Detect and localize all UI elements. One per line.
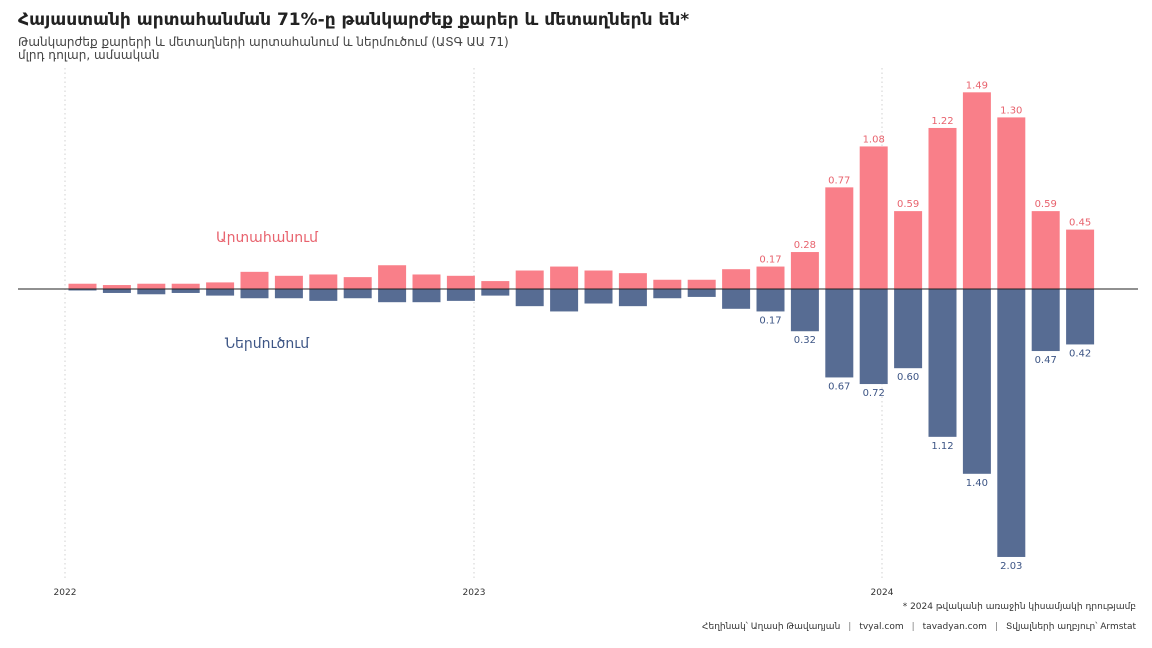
- export-bar: [446, 275, 475, 289]
- export-bar: [481, 281, 510, 289]
- import-bar: [206, 289, 235, 296]
- import-bar: [894, 289, 923, 369]
- export-data-label: 0.45: [1069, 218, 1091, 229]
- export-bar: [790, 252, 819, 289]
- export-bar: [343, 277, 372, 289]
- import-data-label: 0.42: [1069, 348, 1091, 359]
- export-bar: [722, 269, 751, 289]
- import-bar: [412, 289, 441, 303]
- import-bar: [171, 289, 200, 293]
- import-data-label: 0.60: [897, 372, 919, 383]
- export-bar: [137, 283, 166, 289]
- export-bar: [171, 283, 200, 289]
- footnote: * 2024 թվականի առաջին կիսամյակի դրությամ…: [902, 602, 1136, 612]
- import-bar: [653, 289, 682, 299]
- import-data-label: 0.47: [1035, 355, 1057, 366]
- export-data-label: 0.17: [759, 255, 781, 266]
- export-bar: [309, 274, 338, 289]
- import-bar: [309, 289, 338, 301]
- import-data-label: 1.40: [966, 478, 988, 489]
- site-link-tvyal[interactable]: tvyal.com: [859, 622, 904, 632]
- chart-subtitle: Թանկարժեք քարերի և մետաղների արտահանում …: [18, 35, 509, 49]
- import-bar: [928, 289, 957, 437]
- export-bar: [756, 266, 785, 289]
- export-data-label: 0.28: [794, 240, 816, 251]
- export-bar: [653, 279, 682, 289]
- export-bar: [859, 146, 888, 289]
- import-bar: [687, 289, 716, 297]
- export-bar: [515, 270, 544, 289]
- export-data-label: 1.22: [931, 116, 953, 127]
- import-bar: [481, 289, 510, 296]
- export-data-label: 0.59: [1035, 199, 1057, 210]
- author-credit: Հեղինակ՝ Աղասի Թավադյան: [702, 622, 841, 632]
- export-data-label: 1.08: [863, 134, 885, 145]
- import-bar: [618, 289, 647, 307]
- import-data-label: 2.03: [1000, 561, 1022, 572]
- import-bar: [756, 289, 785, 312]
- export-bar: [928, 127, 957, 290]
- export-bar: [102, 285, 131, 289]
- caption: Հեղինակ՝ Աղասի Թավադյան | tvyal.com | tavady…: [702, 622, 1136, 632]
- export-series-label: Արտահանում: [216, 230, 319, 246]
- import-series-label: Ներմուծում: [225, 336, 310, 352]
- import-bar: [1066, 289, 1095, 345]
- export-bar: [206, 282, 235, 289]
- export-bar: [274, 275, 303, 289]
- export-data-label: 0.59: [897, 199, 919, 210]
- x-tick-label: 2023: [463, 588, 486, 598]
- import-bar: [137, 289, 166, 295]
- import-bar: [997, 289, 1026, 557]
- export-data-label: 1.30: [1000, 105, 1022, 116]
- source-credit: Տվյալների աղբյուր՝ Armstat: [1005, 622, 1136, 632]
- export-bar: [584, 270, 613, 289]
- import-bar: [240, 289, 269, 299]
- export-bar: [825, 187, 854, 289]
- export-bar: [687, 279, 716, 289]
- import-data-label: 0.17: [759, 315, 781, 326]
- import-bar: [446, 289, 475, 301]
- site-link-tavadyan[interactable]: tavadyan.com: [922, 622, 987, 632]
- export-bar: [1066, 229, 1095, 289]
- x-tick-label: 2024: [871, 588, 894, 598]
- export-bar: [550, 266, 579, 289]
- import-bar: [1031, 289, 1060, 352]
- export-bar: [894, 211, 923, 289]
- export-bar: [618, 273, 647, 289]
- import-bar: [68, 289, 97, 291]
- separator: |: [848, 622, 852, 632]
- import-bar: [102, 289, 131, 293]
- import-bar: [859, 289, 888, 385]
- export-bar: [1031, 211, 1060, 289]
- import-bar: [962, 289, 991, 474]
- import-bar: [550, 289, 579, 312]
- import-bar: [825, 289, 854, 378]
- separator: |: [994, 622, 998, 632]
- import-data-label: 0.72: [863, 388, 885, 399]
- import-data-label: 1.12: [931, 441, 953, 452]
- export-bar: [240, 271, 269, 289]
- import-bar: [790, 289, 819, 332]
- import-data-label: 0.32: [794, 335, 816, 346]
- import-bar: [343, 289, 372, 299]
- import-bar: [584, 289, 613, 304]
- separator: |: [911, 622, 915, 632]
- import-bar: [722, 289, 751, 309]
- x-tick-label: 2022: [54, 588, 77, 598]
- export-bar: [378, 265, 407, 289]
- chart-title: Հայաստանի արտահանման 71%-ը թանկարժեք քար…: [18, 10, 690, 30]
- export-bar: [997, 117, 1026, 290]
- export-bar: [412, 274, 441, 289]
- export-data-label: 1.49: [966, 80, 988, 91]
- export-data-label: 0.77: [828, 175, 850, 186]
- export-bar: [962, 92, 991, 289]
- chart-unit: մլրդ դոլար, ամսական: [18, 48, 160, 62]
- import-bar: [378, 289, 407, 303]
- export-bar: [68, 283, 97, 289]
- import-data-label: 0.67: [828, 381, 850, 392]
- import-bar: [274, 289, 303, 299]
- import-bar: [515, 289, 544, 307]
